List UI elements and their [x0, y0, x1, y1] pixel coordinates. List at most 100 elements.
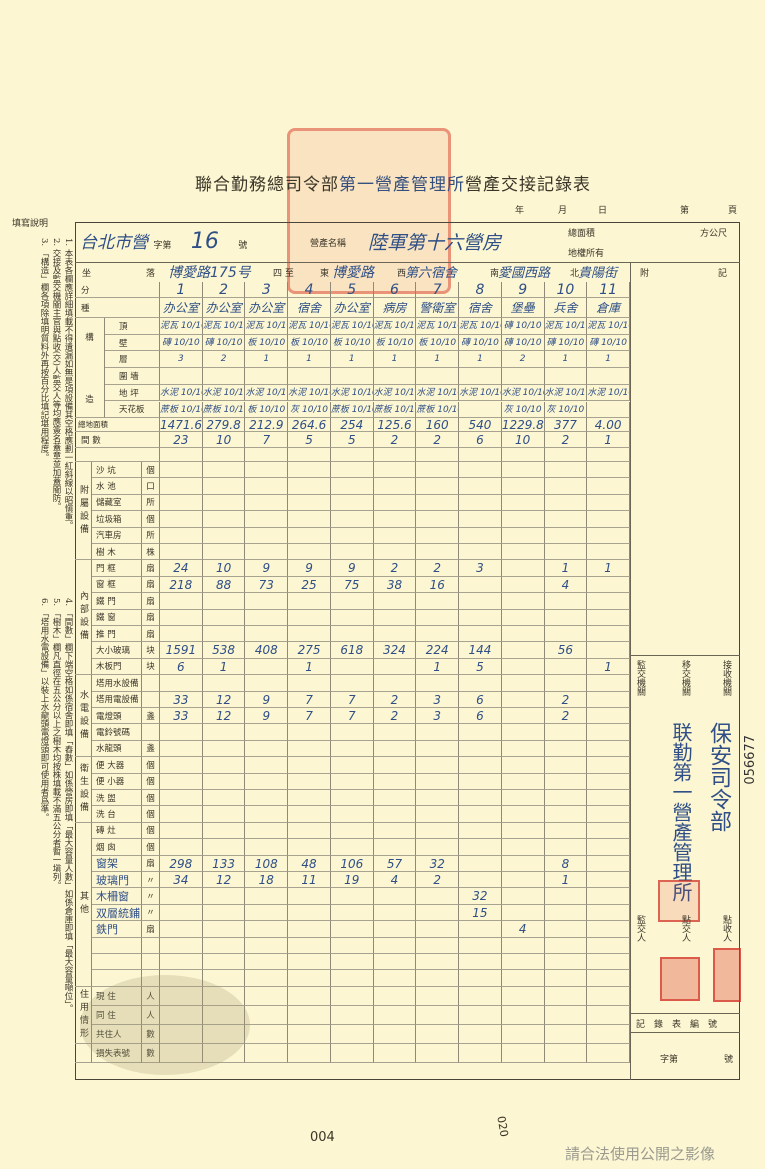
value-cell [544, 494, 588, 512]
value-cell [160, 970, 203, 987]
date-day: 日 [598, 206, 608, 216]
value-cell [587, 527, 630, 544]
right-column-divider [630, 262, 631, 1080]
value-cell [245, 593, 289, 610]
value-cell [459, 986, 502, 1006]
value-cell [330, 839, 374, 856]
building-type-cell: 堡壘 [501, 298, 545, 318]
value-cell [245, 527, 289, 544]
row-label: 塔用電設備 [92, 691, 142, 708]
value-cell: 33 [160, 691, 203, 708]
value-cell [459, 527, 502, 544]
value-cell [459, 921, 502, 938]
value-cell [416, 954, 460, 971]
value-cell [160, 839, 203, 856]
value-cell [288, 1043, 331, 1063]
value-cell [330, 1043, 374, 1063]
west-label: 西 [397, 269, 407, 279]
value-cell [459, 478, 502, 495]
value-cell: 75 [330, 576, 374, 594]
value-cell: 1 [544, 560, 588, 577]
value-cell [416, 626, 460, 643]
construction-cell: 1 [416, 351, 460, 369]
value-cell [587, 462, 630, 479]
floor-area-cell: 1471.6 [160, 418, 203, 432]
value-cell [587, 954, 630, 971]
row-unit [142, 937, 160, 954]
construction-cell: 1 [373, 351, 417, 369]
construction-cell: 2 [501, 351, 545, 369]
value-cell [416, 494, 460, 512]
value-cell [160, 822, 203, 840]
value-cell [373, 462, 417, 479]
row-unit [142, 675, 160, 692]
value-cell [245, 478, 289, 495]
row-unit: 個 [142, 511, 160, 528]
value-cell [416, 921, 460, 938]
group-label-text: 附屬設備 [78, 484, 88, 537]
construction-cell: 磚 10/10 [501, 318, 545, 335]
value-cell [202, 1005, 246, 1025]
construction-cell: 磚 10/10 [544, 334, 588, 352]
construction-cell [330, 368, 374, 385]
value-cell: 6 [459, 708, 502, 725]
row-unit: 扇 [142, 560, 160, 577]
value-cell [245, 937, 289, 954]
row-label: 樹 木 [92, 544, 142, 561]
value-cell [501, 806, 545, 823]
row-unit: 個 [142, 773, 160, 790]
value-cell [416, 1005, 460, 1025]
value-cell [330, 954, 374, 971]
construction-cell [587, 368, 630, 385]
floor-area-cell: 279.8 [202, 418, 246, 432]
boundaries-label: 四 至 [273, 269, 294, 279]
value-cell: 34 [160, 872, 203, 889]
value-cell: 218 [160, 576, 203, 594]
value-cell [459, 872, 502, 889]
row-unit [142, 970, 160, 987]
construction-cell: 蔗板 10/10 [416, 401, 460, 419]
east-label: 東 [320, 269, 330, 279]
construction-cell: 磚 10/10 [459, 334, 502, 352]
room-count-cell: 2 [544, 432, 588, 448]
row-unit: 株 [142, 544, 160, 561]
value-cell [245, 773, 289, 790]
group-label: 附屬設備 [75, 462, 92, 561]
value-cell [245, 757, 289, 774]
construction-row-label: 天花板 [105, 401, 160, 419]
value-cell [373, 757, 417, 774]
group-label-text: 其他 [78, 891, 88, 918]
row-label: 磚 灶 [92, 822, 142, 840]
construction-cell: 1 [330, 351, 374, 369]
value-cell [288, 527, 331, 544]
value-cell [501, 855, 545, 872]
value-cell [459, 609, 502, 626]
transferring-org-label: 移交機關 [680, 660, 690, 696]
unit-number-cell: 8 [459, 282, 502, 298]
value-cell [288, 675, 331, 692]
value-cell [459, 937, 502, 954]
value-cell [459, 494, 502, 512]
value-cell [288, 494, 331, 512]
value-cell: 224 [416, 642, 460, 659]
value-cell [459, 1005, 502, 1025]
value-cell [587, 494, 630, 512]
value-cell [459, 1024, 502, 1044]
value-cell [330, 790, 374, 807]
room-count-cell: 6 [459, 432, 502, 448]
seal-stamp [713, 948, 741, 1002]
value-cell: 9 [288, 560, 331, 577]
value-cell [373, 1005, 417, 1025]
corner-mark: 020 [494, 1115, 511, 1138]
value-cell: 3 [459, 560, 502, 577]
value-cell [245, 675, 289, 692]
value-cell [373, 675, 417, 692]
value-cell [288, 970, 331, 987]
value-cell: 2 [544, 708, 588, 725]
building-type-cell: 宿舍 [459, 298, 502, 318]
row-label: 大小玻璃 [92, 642, 142, 659]
camp-prefix: 台北市營 [80, 233, 148, 253]
unit-number-cell: 4 [288, 282, 331, 298]
value-cell [544, 888, 588, 905]
divider [75, 262, 740, 263]
